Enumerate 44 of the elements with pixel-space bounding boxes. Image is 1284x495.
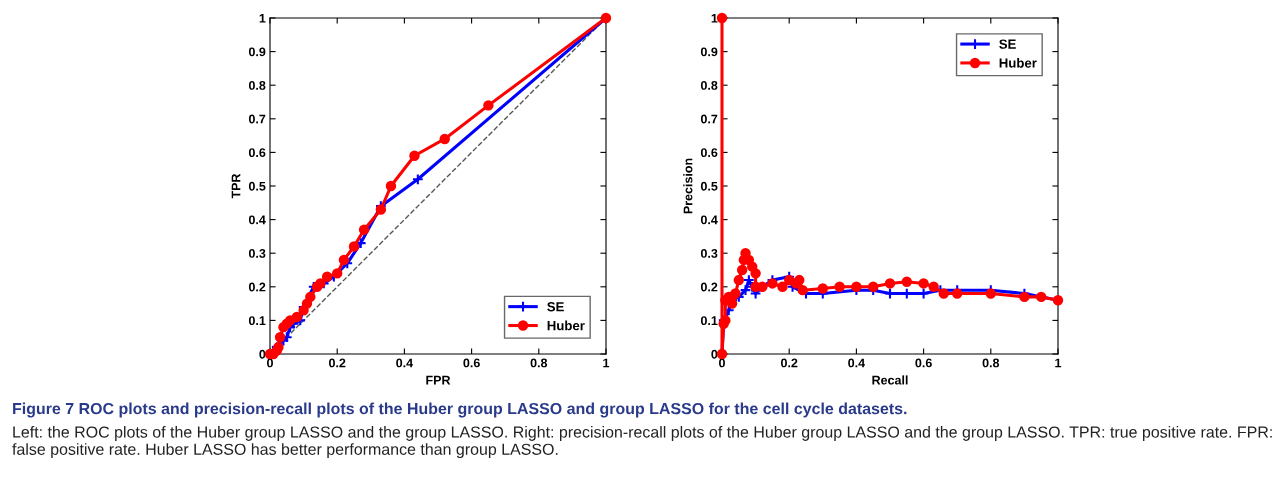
y-tick-label: 0.1	[248, 316, 266, 326]
y-tick-label: 0	[259, 349, 266, 359]
y-tick-label: 0.9	[248, 47, 266, 57]
legend-label: Huber	[999, 58, 1037, 68]
y-tick-label: 0	[711, 349, 718, 359]
x-tick-label: 0.8	[530, 358, 548, 368]
x-tick-label: 0.2	[781, 358, 798, 368]
y-tick-label: 0.1	[700, 316, 718, 326]
x-tick-label: 0.4	[396, 358, 414, 368]
x-tick-label: 0.6	[915, 358, 932, 368]
legend-label: SE	[999, 39, 1016, 49]
y-tick-label: 0.3	[248, 249, 266, 258]
y-tick-label: 0.8	[248, 81, 266, 90]
y-tick-label: 0.5	[700, 181, 718, 191]
x-tick-label: 0	[719, 358, 725, 368]
y-tick-label: 0.6	[248, 148, 266, 158]
x-tick-label: 0.4	[848, 358, 866, 368]
x-tick-label: 0.8	[982, 358, 1000, 368]
y-tick-label: 0.4	[248, 215, 266, 225]
x-tick-label: 0.6	[463, 358, 480, 368]
legend-label: SE	[547, 302, 564, 312]
y-tick-label: 1	[259, 13, 266, 23]
y-tick-label: 0.2	[248, 282, 266, 292]
x-tick-label: 0	[267, 358, 273, 368]
y-tick-label: 1	[711, 13, 718, 23]
y-tick-label: 0.7	[248, 114, 266, 124]
x-tick-label: 1	[603, 358, 610, 368]
y-tick-label: 0.8	[700, 81, 718, 90]
y-axis-title: TPR	[231, 173, 241, 199]
x-tick-label: 0.2	[329, 358, 346, 368]
x-axis-title: Recall	[872, 375, 908, 385]
text: Left: the ROC plots of the Huber group LASSO and the group LASSO. Right: precision-recall plots of the Huber group LASSO and the group LASSO. TPR: true positive rate. FPR: false positive rate. Huber LASSO has better performance than group LASSO.	[12, 426, 1272, 459]
y-tick-label: 0.9	[700, 47, 718, 57]
legend-label: Huber	[547, 320, 585, 331]
y-tick-label: 0.5	[248, 181, 266, 191]
y-tick-label: 0.4	[700, 215, 718, 225]
x-axis-title: FPR	[426, 375, 451, 385]
y-tick-label: 0.6	[700, 148, 718, 158]
x-tick-label: 1	[1055, 358, 1062, 368]
y-tick-label: 0.2	[700, 282, 718, 292]
y-tick-label: 0.3	[700, 249, 718, 258]
caption: Figure 7 ROC plots and precision-recall plots of the Huber group LASSO and group LASSO for the cell cycle datasets.	[13, 402, 907, 418]
y-axis-title: Precision	[683, 158, 693, 214]
y-tick-label: 0.7	[700, 114, 718, 124]
